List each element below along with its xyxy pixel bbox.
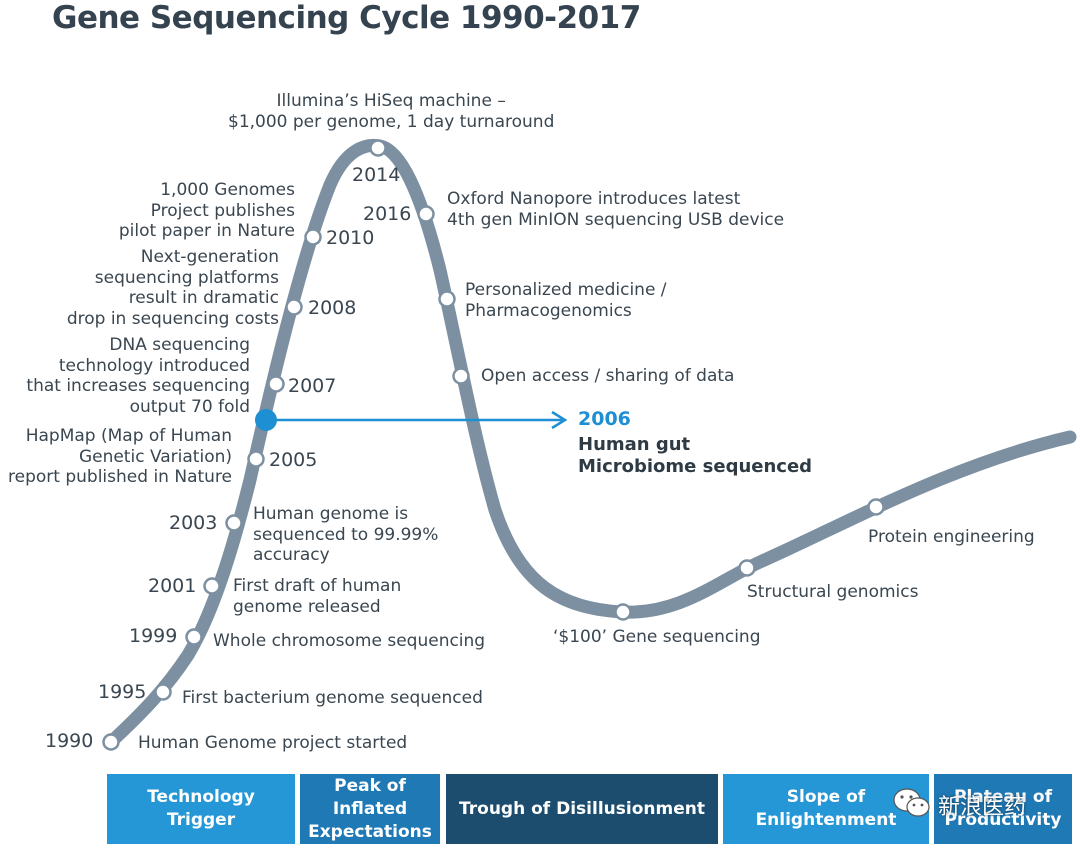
milestone-2007-text: DNA sequencing technology introduced tha… xyxy=(26,335,250,417)
highlight-text: Human gut Microbiome sequenced xyxy=(578,434,813,477)
watermark: 新浪医药 xyxy=(892,786,1026,824)
phase-technology-trigger: Technology Trigger xyxy=(107,774,295,844)
milestone-2014-text: Illumina’s HiSeq machine – $1,000 per ge… xyxy=(228,91,555,132)
highlight-arrow-head xyxy=(551,410,568,430)
marker-2008 xyxy=(285,298,303,316)
phase-label: Technology Trigger xyxy=(147,787,255,830)
marker-2001 xyxy=(203,577,221,595)
year-2014: 2014 xyxy=(352,164,401,186)
highlight-year: 2006 xyxy=(578,408,631,430)
year-2003: 2003 xyxy=(169,512,218,534)
marker-structural xyxy=(738,559,756,577)
milestone-2016-text: Oxford Nanopore introduces latest 4th ge… xyxy=(447,189,785,230)
year-1995: 1995 xyxy=(98,681,147,703)
milestone-personalized-text: Personalized medicine / Pharmacogenomics xyxy=(465,280,667,321)
marker-1990 xyxy=(102,733,120,751)
marker-2003 xyxy=(225,514,243,532)
phase-trough-of-disillusionment: Trough of Disillusionment xyxy=(446,774,718,844)
milestone-2003-text: Human genome is sequenced to 99.99% accu… xyxy=(253,504,439,565)
milestone-2008-text: Next-generation sequencing platforms res… xyxy=(66,247,279,329)
year-2016: 2016 xyxy=(363,203,412,225)
watermark-text: 新浪医药 xyxy=(938,795,1027,820)
phase-label: Peak of Inflated Expectations xyxy=(308,775,432,842)
milestone-2001-text: First draft of human genome released xyxy=(233,576,402,617)
year-2008: 2008 xyxy=(308,297,357,319)
marker-open-access xyxy=(452,367,470,385)
phase-label: Plateau of Productivity xyxy=(944,787,1062,830)
marker-1999 xyxy=(185,628,203,646)
page-title: Gene Sequencing Cycle 1990-2017 xyxy=(52,0,641,36)
milestone-1995-text: First bacterium genome sequenced xyxy=(182,688,483,708)
phase-label: Slope of Enlightenment xyxy=(755,787,897,830)
marker-personalized xyxy=(438,290,456,308)
milestone-2005-text: HapMap (Map of Human Genetic Variation) … xyxy=(8,426,232,487)
marker-2016 xyxy=(417,205,435,223)
year-2001: 2001 xyxy=(148,575,197,597)
milestone-structural-text: Structural genomics xyxy=(747,582,919,602)
year-1990: 1990 xyxy=(45,730,94,752)
phase-slope-of-enlightenment: Slope of Enlightenment xyxy=(723,774,929,844)
phase-peak-of-inflated-expectations: Peak of Inflated Expectations xyxy=(300,774,440,844)
highlight-marker xyxy=(255,409,277,431)
marker-2014 xyxy=(369,139,387,157)
year-1999: 1999 xyxy=(129,625,178,647)
milestone-1999-text: Whole chromosome sequencing xyxy=(213,631,486,651)
year-2005: 2005 xyxy=(269,449,318,471)
milestone-protein-text: Protein engineering xyxy=(868,527,1035,547)
marker-1995 xyxy=(154,683,172,701)
milestone-2010-text: 1,000 Genomes Project publishes pilot pa… xyxy=(118,180,295,241)
year-2007: 2007 xyxy=(288,375,337,397)
milestone-open-access-text: Open access / sharing of data xyxy=(481,366,735,386)
phase-plateau-of-productivity: Plateau of Productivity xyxy=(934,774,1072,844)
milestone-1990-text: Human Genome project started xyxy=(138,733,408,753)
milestone-100-gene-text: ‘$100’ Gene sequencing xyxy=(553,627,761,647)
wechat-icon xyxy=(892,786,932,824)
marker-2005 xyxy=(247,450,265,468)
marker-2010 xyxy=(304,228,322,246)
marker-2007 xyxy=(267,375,285,393)
marker-100-gene xyxy=(614,603,632,621)
phase-label: Trough of Disillusionment xyxy=(459,798,705,819)
year-2010: 2010 xyxy=(326,227,375,249)
marker-protein xyxy=(867,498,885,516)
